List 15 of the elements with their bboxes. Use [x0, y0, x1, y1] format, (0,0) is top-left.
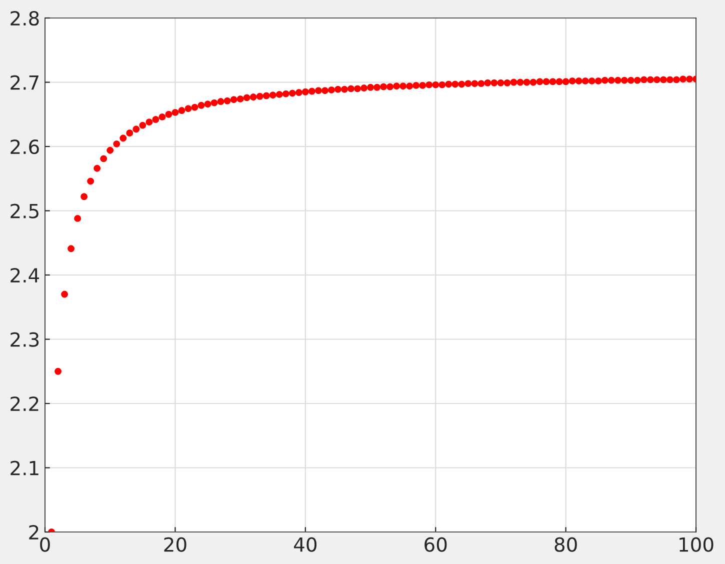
x-tick-label: 100: [680, 537, 714, 552]
y-tick-label: 2.5: [10, 204, 38, 218]
x-tick-label: 0: [40, 537, 50, 552]
y-tick-label: 2.3: [10, 332, 39, 347]
y-tick-label: 2.6: [10, 139, 39, 154]
y-tick-label: 2.8: [10, 10, 39, 26]
y-tick-label: 2.1: [10, 460, 38, 476]
y-tick-label: 2.4: [10, 268, 40, 282]
x-tick-label: 40: [294, 537, 316, 552]
y-tick-label: 2.7: [10, 75, 38, 90]
x-tick-label: 60: [424, 537, 447, 552]
y-tick-label: 2: [29, 524, 38, 540]
y-tick-label: 2.2: [10, 396, 38, 411]
x-tick-label: 80: [554, 537, 577, 552]
x-tick-label: 20: [164, 537, 186, 552]
